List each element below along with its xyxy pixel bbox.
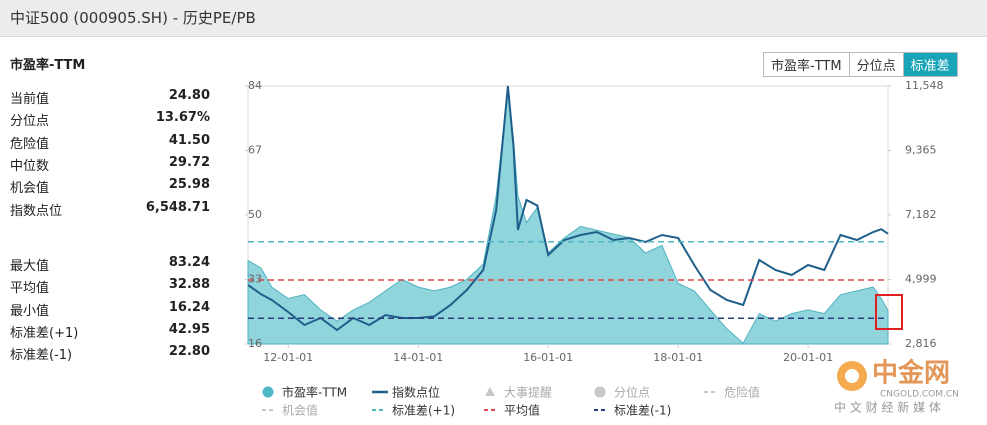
stat-value: 32.88 [168, 277, 210, 293]
stat-label: 平均值 [10, 281, 50, 297]
stat-row: 当前值 24.80 [10, 88, 210, 108]
stat-row: 机会值 25.98 [10, 177, 210, 197]
legend-label: 分位点 [614, 385, 650, 400]
area [247, 88, 889, 345]
line [247, 85, 889, 332]
tab[interactable]: 分位点 [849, 53, 904, 76]
x-tick-label: 18-01-01 [653, 351, 703, 364]
section-title: 市盈率-TTM [10, 58, 86, 73]
y2-tick-label: 7,182 [905, 208, 937, 221]
stat-label: 标准差(-1) [10, 348, 73, 364]
stat-row: 分位点 13.67% [10, 110, 210, 130]
stat-value: 42.95 [168, 321, 210, 337]
legend-label: 市盈率-TTM [282, 385, 347, 400]
stat-value: 41.50 [168, 132, 210, 148]
legend-label: 标准差(-1) [614, 404, 671, 418]
stat-label: 中位数 [10, 158, 50, 174]
tab[interactable]: 市盈率-TTM [764, 53, 850, 76]
stat-row: 标准差(+1) 42.95 [10, 322, 210, 342]
x-tick-label: 16-01-01 [523, 351, 573, 364]
x-tick-label: 20-01-01 [783, 351, 833, 364]
y-tick-label: 84 [248, 79, 262, 92]
highlight-box [875, 294, 903, 330]
watermark-slogan: 中 文 财 经 新 媒 体 [834, 400, 941, 415]
y2-tick-label: 4,999 [905, 273, 937, 286]
legend-label: 平均值 [504, 403, 540, 418]
stat-value: 22.80 [168, 344, 210, 360]
y2-tick-label: 11,548 [905, 79, 944, 92]
legend-label: 标准差(+1) [392, 404, 455, 418]
legend-label: 指数点位 [392, 385, 440, 400]
stat-value: 29.72 [168, 154, 210, 170]
header: 中证500 (000905.SH) - 历史PE/PB [0, 0, 987, 37]
stat-value: 16.24 [168, 299, 210, 315]
stat-label: 标准差(+1) [10, 325, 79, 341]
stat-row: 指数点位 6,548.71 [10, 200, 210, 220]
y2-tick-label: 2,816 [905, 337, 937, 350]
legend-symbol [594, 386, 606, 398]
stat-row: 平均值 32.88 [10, 277, 210, 297]
stat-label: 危险值 [10, 136, 50, 152]
stat-label: 机会值 [10, 181, 50, 197]
stat-row: 最小值 16.24 [10, 300, 210, 320]
y2-tick-label: 9,365 [905, 144, 937, 157]
stat-row: 标准差(-1) 22.80 [10, 344, 210, 364]
stat-row: 危险值 41.50 [10, 133, 210, 153]
stat-label: 分位点 [10, 114, 50, 130]
y-tick-label: 33 [248, 273, 262, 286]
stat-value: 83.24 [168, 255, 210, 270]
watermark-name: 中金网 [872, 358, 950, 389]
legend-label: 危险值 [724, 385, 760, 400]
x-tick-label: 12-01-01 [263, 351, 313, 364]
tab[interactable]: 标准差 [903, 53, 957, 76]
tabs: 市盈率-TTM 分位点 标准差 [763, 52, 958, 77]
y-tick-label: 50 [248, 208, 262, 221]
y-tick-label: 67 [248, 144, 262, 157]
y-tick-label: 16 [248, 337, 262, 350]
watermark-url: CNGOLD.COM.CN [880, 390, 959, 400]
legend-label: 大事提醒 [504, 385, 552, 400]
legend-label: 机会值 [282, 403, 318, 418]
stat-label: 最小值 [10, 303, 50, 319]
stat-label: 最大值 [10, 259, 50, 274]
watermark-logo [845, 369, 859, 383]
stat-value: 13.67% [155, 110, 210, 126]
x-tick-label: 14-01-01 [393, 351, 443, 364]
legend-symbol [485, 387, 495, 396]
stat-label: 当前值 [10, 92, 50, 107]
legend-symbol [262, 386, 274, 398]
stat-value: 24.80 [168, 88, 210, 103]
stat-row: 最大值 83.24 [10, 255, 210, 275]
stat-label: 指数点位 [10, 203, 63, 219]
stat-row: 中位数 29.72 [10, 155, 210, 175]
stat-value: 6,548.71 [145, 199, 210, 215]
stat-value: 25.98 [168, 177, 210, 193]
page-title: 中证500 (000905.SH) - 历史PE/PB [10, 9, 256, 27]
